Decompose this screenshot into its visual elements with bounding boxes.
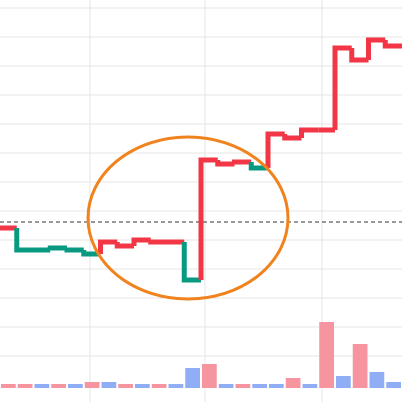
volume-bar (252, 384, 267, 388)
volume-bar (202, 364, 217, 388)
volume-bar (369, 372, 385, 388)
volume-bar (302, 384, 318, 388)
volume-bar (101, 382, 117, 388)
step-segment (215, 160, 235, 167)
step-segment (232, 159, 252, 165)
step-segment (248, 162, 268, 171)
volume-bar (151, 384, 167, 388)
volume-bar (1, 384, 16, 388)
volume-bar (336, 376, 351, 388)
step-segment (81, 250, 101, 257)
volume-bar (17, 384, 33, 388)
step-segment (14, 228, 34, 253)
volume-bar (168, 384, 184, 388)
step-segment (148, 239, 168, 245)
volume-bar (352, 344, 368, 388)
step-segment (181, 242, 201, 283)
step-segment (64, 247, 84, 253)
volume-bar (34, 384, 50, 388)
step-segment (332, 45, 352, 130)
step-segment (114, 242, 134, 249)
volume-bar (68, 384, 83, 388)
volume-bars (1, 322, 401, 388)
step-segment (131, 237, 151, 246)
step-segment (282, 134, 302, 141)
step-segment (299, 127, 319, 138)
step-segment (382, 40, 402, 49)
step-segment (98, 239, 118, 254)
volume-bar (118, 384, 133, 388)
volume-bar (51, 384, 66, 388)
step-segment (47, 245, 67, 251)
volume-bar (269, 384, 284, 388)
volume-bar (319, 322, 334, 388)
step-segment (349, 48, 369, 63)
volume-bar (285, 378, 301, 388)
volume-bar (235, 384, 251, 388)
volume-bar (386, 382, 401, 388)
step-segment (366, 37, 386, 60)
step-segment (198, 157, 218, 280)
highlight-ellipse (86, 135, 290, 301)
volume-bar (84, 382, 100, 388)
volume-bar (185, 368, 200, 388)
price-line (0, 37, 402, 283)
volume-bar (218, 384, 234, 388)
volume-bar (135, 384, 150, 388)
step-segment (265, 131, 285, 168)
